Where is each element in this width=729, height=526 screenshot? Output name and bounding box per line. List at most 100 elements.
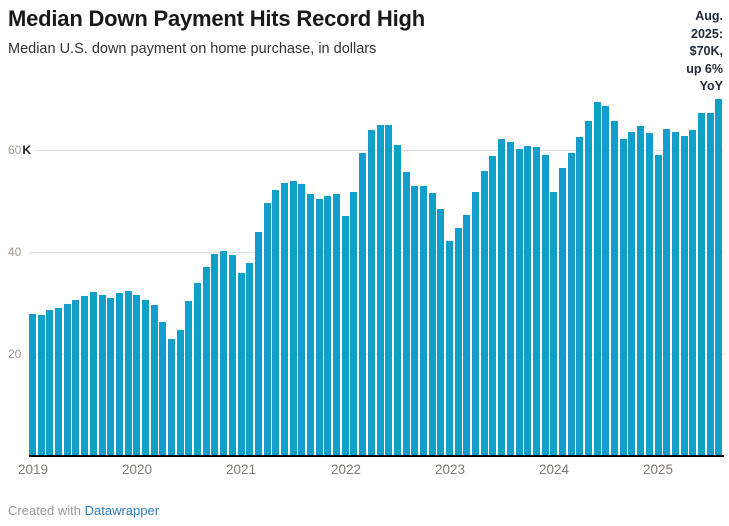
- x-axis-label-2023: 2023: [434, 462, 466, 477]
- bar-2023-12: [541, 155, 549, 456]
- bar-2019-07: [81, 296, 89, 456]
- bar-2022-04: [367, 130, 375, 456]
- bar-2024-08: [611, 120, 619, 456]
- bar-2025-01: [654, 155, 662, 456]
- bar-2023-02: [454, 227, 462, 456]
- bar-2023-07: [498, 138, 506, 456]
- annotation-line: up 6%: [686, 61, 723, 76]
- bar-2019-04: [55, 308, 63, 456]
- bar-2024-12: [645, 132, 653, 456]
- x-axis-label-2020: 2020: [121, 462, 153, 477]
- bar-2025-07: [706, 113, 714, 456]
- bar-2022-09: [411, 186, 419, 456]
- annotation-line: 2025:: [691, 26, 723, 41]
- bar-2023-10: [524, 145, 532, 456]
- bar-2021-08: [298, 184, 306, 456]
- bar-2021-02: [246, 262, 254, 456]
- bar-2022-06: [385, 125, 393, 456]
- bar-2022-10: [419, 186, 427, 456]
- bar-2021-12: [333, 193, 341, 456]
- bar-2024-04: [576, 136, 584, 456]
- bar-2020-02: [141, 300, 149, 456]
- bar-2022-12: [437, 209, 445, 456]
- bar-2019-10: [107, 297, 115, 456]
- bar-2024-01: [550, 191, 558, 456]
- bar-2020-05: [168, 338, 175, 456]
- bar-2019-11: [115, 292, 123, 456]
- bar-2020-06: [176, 329, 184, 456]
- bar-2023-08: [506, 142, 514, 456]
- bar-2021-05: [272, 189, 280, 456]
- x-axis-baseline: [29, 455, 724, 457]
- datawrapper-link[interactable]: Datawrapper: [84, 503, 160, 518]
- y-axis-label-40k: 40: [8, 245, 25, 259]
- bar-2023-09: [515, 148, 523, 456]
- annotation-aug-2025: Aug. 2025: $70K, up 6% YoY: [686, 8, 723, 96]
- bar-2024-03: [567, 153, 575, 456]
- bar-2020-01: [133, 294, 141, 456]
- annotation-line: $70K,: [689, 44, 723, 58]
- bar-2019-01: [29, 313, 36, 456]
- bar-2022-03: [359, 153, 367, 456]
- bar-2025-03: [671, 131, 679, 456]
- bar-2020-07: [185, 301, 193, 456]
- bar-2025-04: [680, 135, 688, 456]
- bar-2021-09: [307, 194, 314, 456]
- chart-subtitle: Median U.S. down payment on home purchas…: [8, 41, 377, 57]
- bar-2020-08: [194, 282, 202, 456]
- bar-2021-11: [324, 196, 332, 456]
- bar-2022-05: [376, 125, 384, 456]
- credit-prefix: Created with: [8, 503, 81, 518]
- bar-2020-11: [220, 250, 228, 456]
- bar-2019-08: [89, 292, 97, 456]
- bar-2019-02: [37, 315, 45, 456]
- bar-2024-05: [585, 120, 592, 456]
- bar-2021-04: [263, 202, 271, 456]
- annotation-line: YoY: [699, 79, 723, 93]
- x-axis-label-2024: 2024: [538, 462, 570, 477]
- bar-2023-05: [480, 170, 488, 456]
- bar-2022-08: [402, 171, 410, 456]
- bar-2023-06: [489, 155, 497, 456]
- bar-2023-11: [532, 146, 540, 456]
- bar-2020-12: [228, 254, 236, 456]
- annotation-line: Aug.: [695, 9, 723, 23]
- y-axis-label-60k: 60K: [8, 143, 35, 157]
- page-title: Median Down Payment Hits Record High: [8, 6, 425, 31]
- bar-2024-07: [602, 106, 610, 456]
- bar-2020-03: [150, 304, 158, 456]
- chart-plot: [29, 0, 724, 457]
- bar-2025-02: [663, 128, 671, 456]
- x-axis-label-2025: 2025: [642, 462, 674, 477]
- bar-2021-03: [254, 231, 262, 456]
- bar-2022-07: [393, 144, 401, 456]
- bar-2022-02: [350, 191, 358, 456]
- bar-2019-09: [98, 295, 106, 456]
- y-axis-unit: K: [22, 143, 32, 157]
- bar-2019-03: [46, 309, 54, 456]
- bar-2019-05: [63, 303, 71, 456]
- bar-2024-11: [637, 126, 645, 456]
- bar-2023-03: [463, 214, 471, 456]
- x-axis-label-2019: 2019: [17, 462, 49, 477]
- x-axis-label-2021: 2021: [225, 462, 257, 477]
- bar-2025-08: [715, 99, 723, 456]
- bar-2024-10: [628, 131, 636, 456]
- bar-2020-10: [211, 253, 219, 456]
- bar-2021-01: [237, 272, 245, 456]
- bar-2019-06: [72, 299, 80, 456]
- bar-2021-07: [289, 181, 297, 456]
- bar-2023-04: [472, 192, 480, 456]
- bar-2021-06: [280, 182, 288, 456]
- bar-2020-04: [159, 321, 167, 456]
- bar-2025-06: [697, 113, 705, 456]
- y-axis-label-20k: 20: [8, 347, 25, 361]
- bar-2024-06: [593, 101, 601, 456]
- footer-credit: Created with Datawrapper: [8, 503, 159, 518]
- bar-2023-01: [446, 240, 453, 456]
- bar-2024-02: [558, 168, 566, 456]
- bar-2022-01: [341, 216, 349, 456]
- x-axis-label-2022: 2022: [330, 462, 362, 477]
- bar-2022-11: [428, 192, 436, 456]
